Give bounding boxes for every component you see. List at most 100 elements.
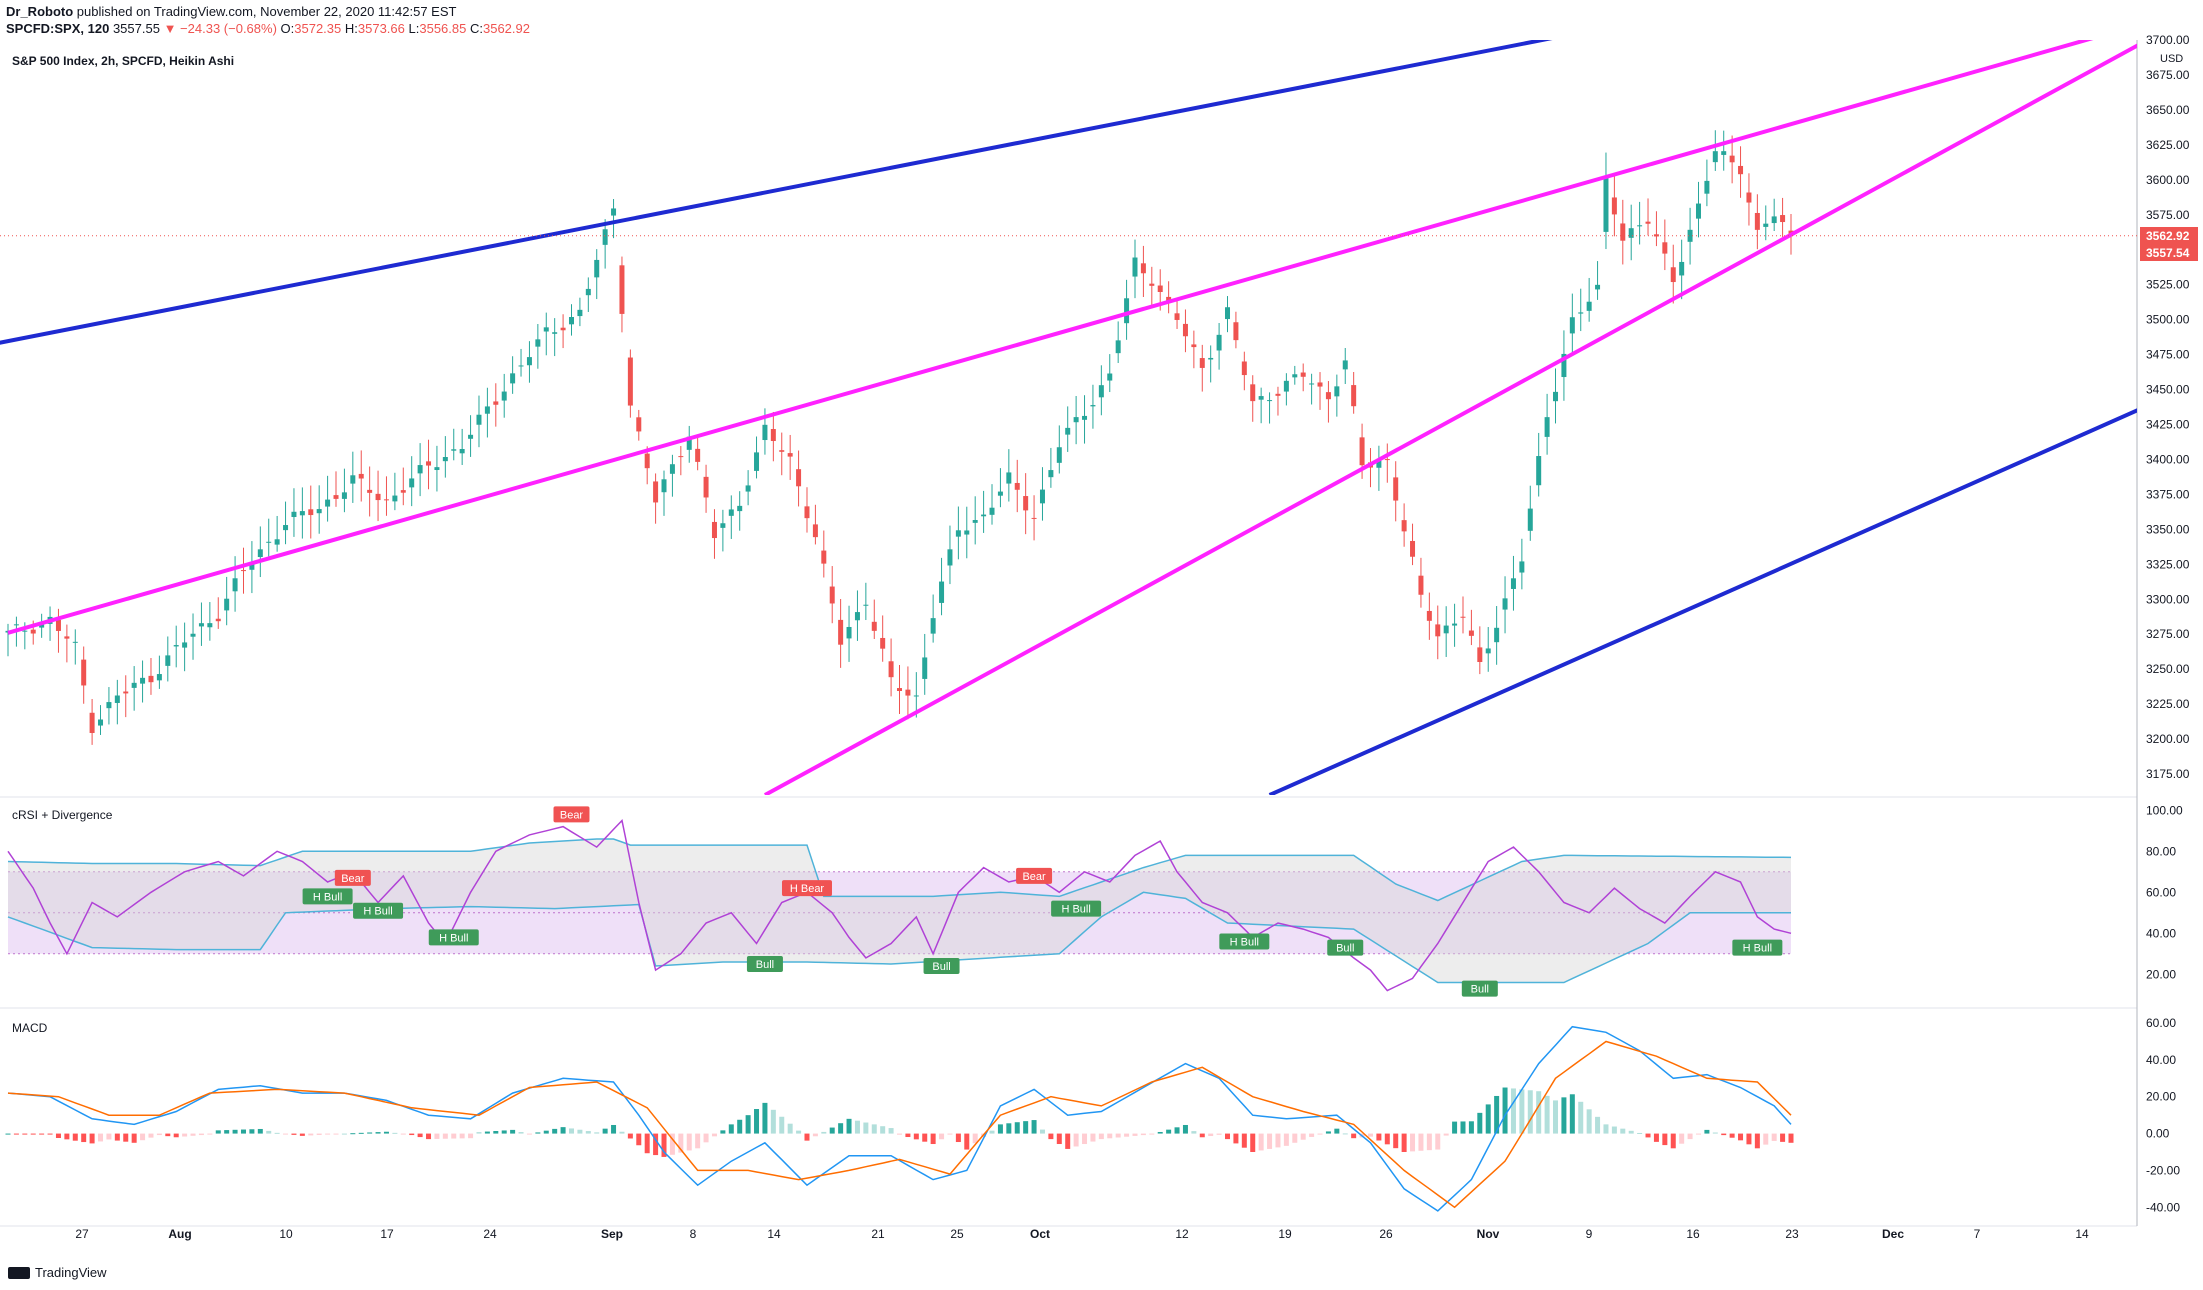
candle-body [737, 505, 743, 512]
tradingview-footer[interactable]: TradingView [8, 1265, 107, 1280]
candle-body [619, 265, 625, 314]
candle-body [1695, 203, 1701, 219]
macd-histogram-bar [417, 1133, 423, 1138]
macd-histogram-bar [737, 1119, 743, 1134]
candle-body [880, 637, 886, 649]
candle-body [1410, 540, 1416, 557]
candle-body [30, 629, 36, 634]
candle-body [1620, 223, 1626, 241]
candle-body [669, 464, 675, 474]
macd-histogram-bar [997, 1124, 1003, 1134]
candle-body [594, 259, 600, 278]
candle-body [854, 612, 860, 621]
macd-histogram-bar [468, 1133, 474, 1139]
candle-body [39, 623, 45, 628]
candle-body [476, 414, 482, 425]
macd-histogram-bar [518, 1132, 524, 1134]
macd-y-tick: -40.00 [2146, 1200, 2180, 1214]
macd-histogram-bar [787, 1123, 793, 1134]
macd-histogram-bar [13, 1133, 19, 1135]
macd-histogram-bar [1056, 1133, 1062, 1145]
high-value: 3573.66 [357, 21, 405, 36]
candle-body [560, 327, 566, 331]
divergence-label-box [746, 956, 783, 972]
low-label: L: [408, 21, 420, 36]
macd-histogram-bar [1746, 1133, 1752, 1145]
macd-histogram-bar [821, 1131, 827, 1134]
candle-body [1115, 340, 1121, 354]
macd-histogram-bar [838, 1123, 844, 1134]
divergence-label-box [781, 880, 832, 897]
divergence-label: H Bear [790, 883, 825, 895]
macd-histogram-bar [1485, 1104, 1491, 1134]
macd-histogram-bar [224, 1130, 230, 1134]
price-label-text: 3557.54 [2146, 246, 2190, 260]
macd-histogram-bar [585, 1131, 591, 1134]
candle-body [930, 618, 936, 634]
macd-histogram-bar [1149, 1133, 1155, 1135]
candle-body [1090, 405, 1096, 407]
symbol-label[interactable]: SPCFD:SPX, 120 [6, 21, 110, 36]
x-axis-tick: 21 [871, 1227, 885, 1241]
macd-histogram-bar [720, 1130, 726, 1134]
symbol-bar: SPCFD:SPX, 120 3557.55 ▼ −24.33 (−0.68%)… [6, 21, 530, 36]
macd-histogram-bar [1637, 1132, 1643, 1134]
candle-body [1418, 575, 1424, 595]
divergence-label-box [1461, 980, 1498, 997]
macd-histogram-bar [1527, 1090, 1533, 1134]
macd-histogram-bar [426, 1133, 432, 1140]
candle-body [981, 514, 987, 517]
macd-histogram-bar [1225, 1133, 1231, 1140]
rsi-y-tick: 80.00 [2146, 844, 2176, 858]
macd-histogram-bar [1233, 1133, 1239, 1144]
macd-histogram-bar [939, 1133, 945, 1140]
candle-body [232, 578, 238, 592]
candle-body [426, 461, 432, 466]
candle-body [1208, 357, 1214, 360]
candle-body [1595, 284, 1601, 290]
x-axis-tick: 27 [75, 1227, 89, 1241]
candle-body [451, 449, 457, 451]
author-name[interactable]: Dr_Roboto [6, 4, 74, 19]
candle-body [1435, 624, 1441, 637]
macd-histogram-bar [1098, 1133, 1104, 1140]
candle-body [89, 712, 95, 733]
candle-body [1771, 216, 1777, 224]
candle-body [1006, 472, 1012, 484]
macd-histogram-bar [1704, 1129, 1710, 1134]
candle-body [939, 581, 945, 603]
candle-body [1738, 165, 1744, 175]
macd-histogram-bar [182, 1133, 188, 1137]
candle-body [1687, 229, 1693, 242]
candle-body [543, 327, 549, 332]
candle-body [182, 642, 188, 648]
macd-histogram-bar [1124, 1133, 1130, 1137]
macd-histogram-bar [1292, 1133, 1298, 1143]
macd-histogram-bar [1426, 1133, 1432, 1151]
macd-histogram-bar [1662, 1133, 1668, 1146]
x-axis-tick: 24 [483, 1227, 497, 1241]
macd-histogram-bar [1267, 1133, 1273, 1149]
macd-histogram-bar [1611, 1126, 1617, 1134]
x-axis-tick: 25 [950, 1227, 964, 1241]
macd-histogram-bar [1553, 1100, 1559, 1134]
trendline-lower-magenta [763, 43, 2137, 795]
candle-body [1292, 374, 1298, 378]
divergence-label-box [1732, 939, 1783, 956]
macd-histogram-bar [434, 1133, 440, 1139]
macd-histogram-bar [888, 1128, 894, 1134]
macd-histogram-bar [367, 1132, 373, 1134]
candle-body [1662, 242, 1668, 254]
tradingview-logo-icon [8, 1266, 30, 1279]
macd-y-tick: 60.00 [2146, 1016, 2176, 1030]
divergence-label-box [1016, 867, 1053, 884]
candle-body [1519, 561, 1525, 573]
main-y-tick: 3625.00 [2146, 138, 2190, 152]
main-y-tick: 3675.00 [2146, 68, 2190, 82]
publish-date: published on TradingView.com, November 2… [76, 4, 457, 19]
macd-histogram-bar [1090, 1133, 1096, 1142]
candle-body [1166, 296, 1172, 302]
macd-histogram-bar [745, 1115, 751, 1134]
macd-histogram-bar [55, 1133, 61, 1138]
